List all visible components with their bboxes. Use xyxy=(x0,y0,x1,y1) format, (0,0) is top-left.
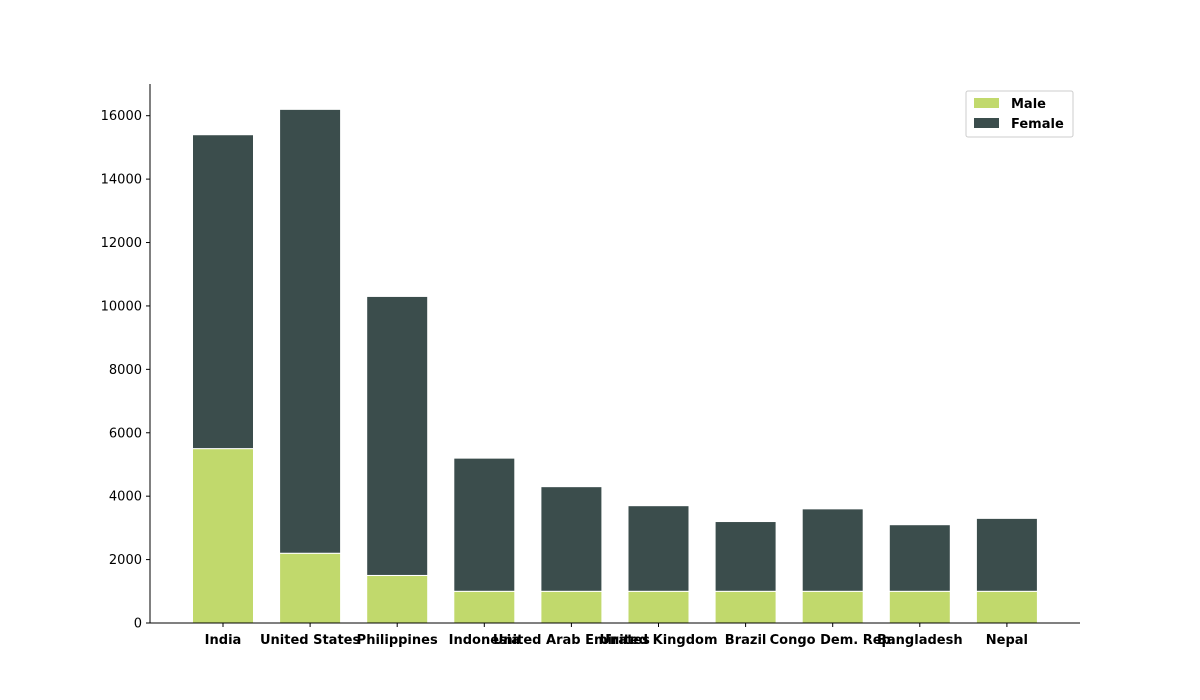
bar-male-united-arab-emirates xyxy=(540,590,603,624)
bar-male-brazil xyxy=(714,590,777,624)
x-tick-label-bangladesh: Bangladesh xyxy=(877,633,963,648)
x-tick-label-india: India xyxy=(205,633,242,648)
legend-swatch-female xyxy=(974,118,999,128)
y-tick-label-4000: 4000 xyxy=(109,490,142,505)
y-tick-label-16000: 16000 xyxy=(101,109,142,124)
bar-female-brazil xyxy=(714,521,777,592)
bar-male-congo-dem-rep xyxy=(801,590,864,624)
bar-male-philippines xyxy=(366,574,429,624)
axes-layer xyxy=(149,84,1080,624)
x-tick-label-united-arab-emirates: United Arab Emirates xyxy=(493,633,650,648)
bar-female-bangladesh xyxy=(888,524,951,592)
legend: Male Female xyxy=(965,90,1074,138)
x-tick-label-united-states: United States xyxy=(260,633,361,648)
legend-swatch-male xyxy=(974,98,999,108)
bars-layer xyxy=(192,108,1038,624)
x-tick-label-indonesia: Indonesia xyxy=(449,633,520,648)
bar-female-nepal xyxy=(975,517,1038,592)
y-tick-label-2000: 2000 xyxy=(109,553,142,568)
y-tick-label-0: 0 xyxy=(134,617,142,632)
bar-female-united-arab-emirates xyxy=(540,486,603,592)
y-tick-label-10000: 10000 xyxy=(101,299,142,314)
x-tick-label-brazil: Brazil xyxy=(725,633,767,648)
bar-male-bangladesh xyxy=(888,590,951,624)
bar-male-united-states xyxy=(279,552,342,624)
bar-male-united-kingdom xyxy=(627,590,690,624)
x-tick-label-philippines: Philippines xyxy=(357,633,438,648)
bar-female-united-states xyxy=(279,108,342,554)
legend-label-female: Female xyxy=(1011,117,1064,132)
y-ticks: 0 2000 4000 6000 8000 10000 12000 14000 16000 xyxy=(101,109,150,632)
bar-female-congo-dem-rep xyxy=(801,508,864,592)
x-tick-label-congo-dem-rep: Congo Dem. Rep. xyxy=(770,633,896,648)
bar-male-nepal xyxy=(975,590,1038,624)
x-tick-label-nepal: Nepal xyxy=(986,633,1028,648)
y-tick-label-8000: 8000 xyxy=(109,363,142,378)
x-tick-label-united-kingdom: United Kingdom xyxy=(599,633,717,648)
legend-label-male: Male xyxy=(1011,97,1046,112)
bar-female-united-kingdom xyxy=(627,505,690,592)
y-tick-label-14000: 14000 xyxy=(101,173,142,188)
y-tick-label-12000: 12000 xyxy=(101,236,142,251)
bar-female-india xyxy=(192,134,254,450)
bar-female-philippines xyxy=(366,295,429,576)
bar-male-india xyxy=(192,448,254,624)
bar-male-indonesia xyxy=(453,590,516,624)
bar-female-indonesia xyxy=(453,457,516,592)
y-tick-label-6000: 6000 xyxy=(109,426,142,441)
